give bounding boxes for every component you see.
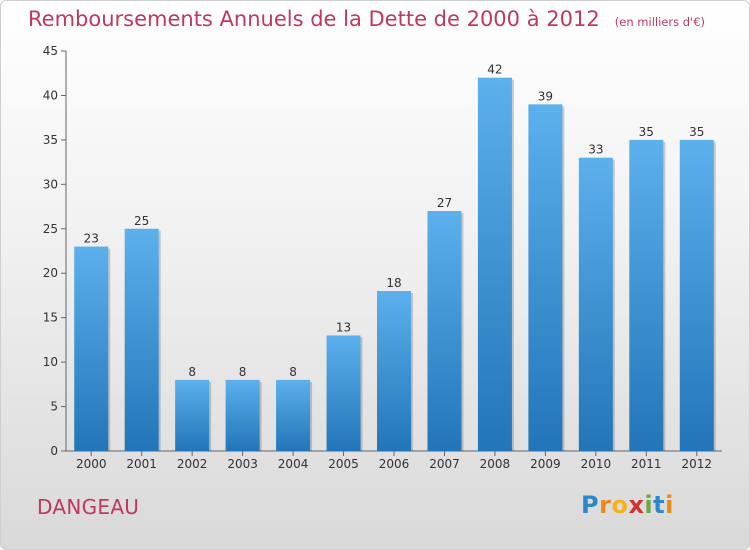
- bar: [679, 139, 714, 451]
- logo-letter: r: [599, 491, 612, 519]
- y-tick-label: 10: [43, 355, 58, 369]
- bar: [326, 335, 361, 451]
- chart-title-line: Remboursements Annuels de la Dette de 20…: [28, 7, 705, 31]
- bar: [276, 379, 311, 451]
- bar-value-label: 18: [386, 276, 401, 290]
- x-tick-label: 2001: [126, 457, 157, 471]
- y-tick-label: 0: [50, 444, 58, 458]
- logo-letter: i: [665, 491, 674, 519]
- bar: [629, 139, 664, 451]
- x-tick-label: 2002: [177, 457, 208, 471]
- y-tick-label: 30: [43, 177, 58, 191]
- bars: [74, 77, 716, 452]
- x-tick-label: 2004: [278, 457, 309, 471]
- bar-value-label: 39: [538, 89, 553, 103]
- bar-value-label: 35: [639, 125, 654, 139]
- logo-letter: t: [653, 491, 666, 519]
- y-tick-label: 5: [50, 400, 58, 414]
- bar: [578, 157, 613, 451]
- x-tick-label: 2003: [227, 457, 258, 471]
- bar: [225, 379, 260, 451]
- y-axis: 0 5 10 15 20 25 30 35 40 45: [43, 44, 67, 458]
- bar: [74, 246, 109, 451]
- data-labels: 23 25 8 8 8 13 18 27 42 39 33 35 35: [84, 63, 705, 379]
- x-tick-label: 2000: [76, 457, 107, 471]
- x-tick-label: 2005: [328, 457, 359, 471]
- x-tick-label: 2008: [480, 457, 511, 471]
- x-tick-label: 2012: [681, 457, 712, 471]
- y-tick-label: 40: [43, 88, 58, 102]
- bar: [477, 77, 512, 452]
- y-tick-label: 45: [43, 44, 58, 58]
- bar-value-label: 33: [588, 143, 603, 157]
- bar-value-label: 8: [188, 365, 196, 379]
- bar: [528, 104, 563, 451]
- proxiti-logo[interactable]: Proxiti: [581, 491, 674, 519]
- bar: [427, 211, 462, 451]
- logo-letter: o: [611, 491, 629, 519]
- bar-value-label: 8: [289, 365, 297, 379]
- x-tick-label: 2007: [429, 457, 460, 471]
- x-tick-label: 2006: [379, 457, 410, 471]
- bar: [124, 228, 159, 451]
- y-tick-label: 25: [43, 222, 58, 236]
- bar-value-label: 13: [336, 320, 351, 334]
- bar: [377, 291, 411, 451]
- y-tick-label: 15: [43, 311, 58, 325]
- bar-value-label: 42: [487, 63, 502, 77]
- chart-subtitle: (en milliers d'€): [614, 15, 705, 29]
- bar-value-label: 27: [437, 196, 452, 210]
- x-tick-label: 2009: [530, 457, 561, 471]
- logo-letter: x: [628, 491, 645, 519]
- x-tick-label: 2010: [581, 457, 612, 471]
- place-name: DANGEAU: [37, 495, 140, 519]
- chart-title: Remboursements Annuels de la Dette de 20…: [28, 7, 600, 31]
- logo-letter: i: [644, 491, 654, 519]
- bar-value-label: 25: [134, 214, 149, 228]
- bar: [175, 379, 210, 451]
- bar-value-label: 8: [239, 365, 247, 379]
- x-axis: 2000 2001 2002 2003 2004 2005 2006 2007 2008 2009…: [66, 450, 722, 471]
- y-tick-label: 20: [43, 266, 58, 280]
- x-tick-label: 2011: [631, 457, 662, 471]
- bar-value-label: 35: [689, 125, 704, 139]
- y-tick-label: 35: [43, 133, 58, 147]
- bar-value-label: 23: [84, 232, 99, 246]
- logo-letter: P: [581, 491, 600, 519]
